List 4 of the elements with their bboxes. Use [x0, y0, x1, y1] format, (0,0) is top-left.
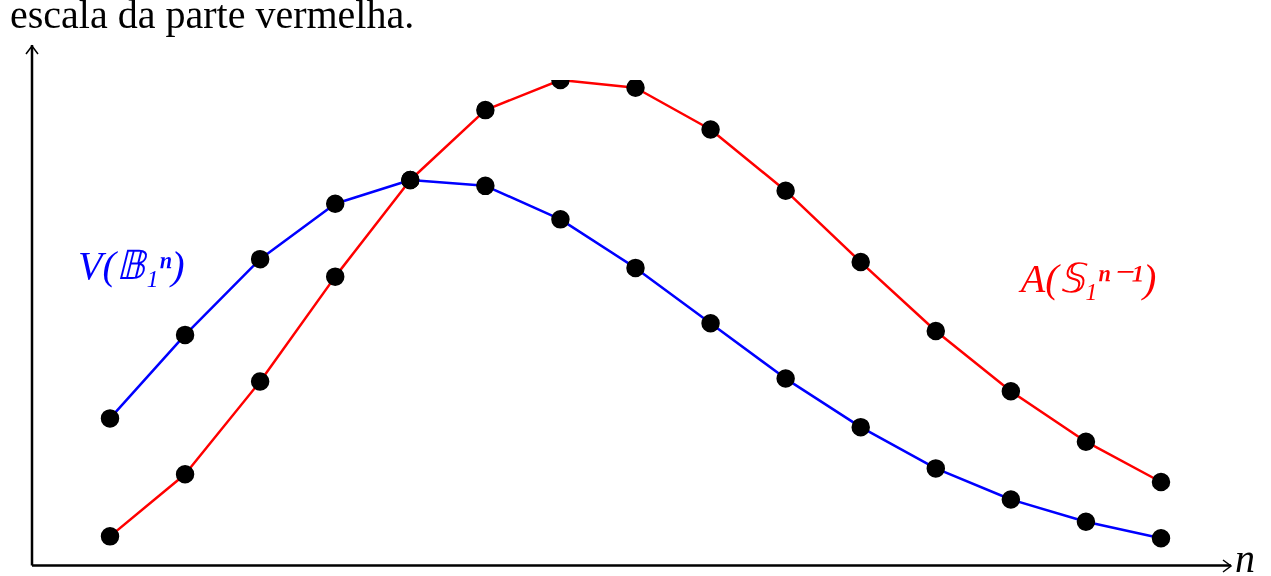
chart-title: escala da parte vermelha. [9, 0, 416, 39]
series-label: A(𝕊₁ⁿ⁻¹) [1017, 255, 1157, 301]
series-label: V(𝔹₁ⁿ) [78, 242, 185, 288]
x-axis-title: n [1235, 536, 1255, 576]
